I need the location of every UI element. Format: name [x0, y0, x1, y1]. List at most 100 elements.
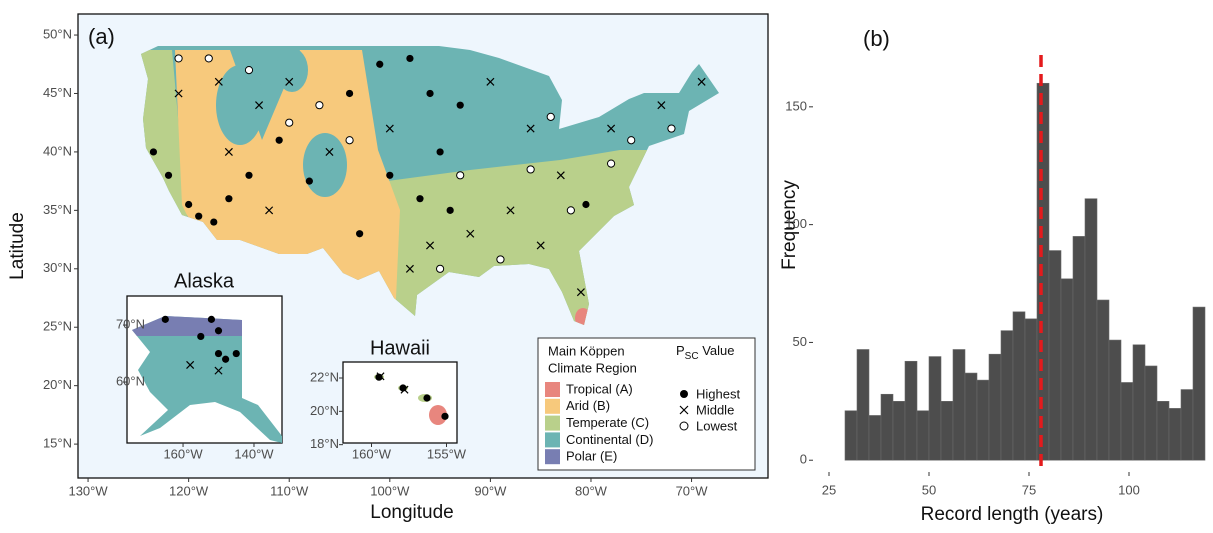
station-middle	[486, 77, 495, 86]
station-middle	[376, 372, 385, 381]
x-tick-label: 140°W	[234, 446, 274, 461]
legend-swatch	[545, 398, 560, 414]
station-highest	[214, 327, 223, 335]
station-highest	[436, 148, 444, 156]
y-tick-label: 0	[800, 452, 807, 467]
station-lowest	[627, 136, 636, 145]
legend-label: Middle	[696, 402, 734, 417]
bar	[928, 356, 942, 461]
station-middle	[325, 147, 334, 156]
station-lowest	[204, 54, 213, 63]
legend-swatch	[545, 449, 560, 465]
x-tick-label: 110°W	[270, 483, 309, 498]
bar	[1096, 299, 1110, 461]
station-middle	[576, 288, 585, 297]
bar	[868, 415, 882, 461]
station-highest	[345, 89, 354, 98]
station-highest	[416, 195, 424, 203]
station-middle	[255, 101, 264, 110]
x-tick-label: 50	[922, 482, 936, 497]
y-tick-label: 20°N	[310, 403, 339, 418]
station-highest	[185, 200, 193, 209]
bar	[1084, 198, 1098, 461]
legend-swatch	[545, 415, 560, 431]
bar	[1036, 82, 1050, 461]
panel-label: (a)	[88, 24, 115, 49]
x-axis-title: Record length (years)	[921, 504, 1104, 525]
x-tick-label: 120°W	[169, 483, 209, 498]
legend-label: Highest	[696, 386, 740, 401]
station-highest	[456, 101, 464, 109]
station-highest	[245, 171, 253, 179]
station-highest	[406, 54, 414, 63]
station-highest	[386, 171, 394, 179]
region-continental	[216, 65, 264, 145]
y-axis-title: Latitude	[7, 212, 28, 280]
bar	[988, 353, 1002, 461]
station-middle	[607, 124, 616, 133]
hawaii-frame	[342, 361, 458, 444]
station-lowest	[667, 124, 676, 133]
station-lowest	[345, 136, 354, 145]
station-middle	[265, 206, 274, 215]
station-highest	[222, 355, 230, 363]
station-middle	[214, 366, 223, 375]
station-highest	[305, 177, 313, 185]
legend-box	[537, 337, 756, 471]
station-highest	[446, 206, 454, 214]
station-lowest	[546, 112, 555, 121]
station-highest	[582, 200, 590, 209]
x-tick-label: 100	[1118, 482, 1140, 497]
station-highest	[225, 195, 233, 203]
legend-label: Polar (E)	[566, 449, 617, 464]
y-tick-label: 50	[793, 334, 807, 349]
station-highest	[195, 212, 203, 220]
x-tick-label: 25	[822, 482, 836, 497]
x-tick-label: 75	[1022, 482, 1036, 497]
y-tick-label: 50°N	[43, 26, 72, 41]
station-highest	[164, 171, 173, 179]
x-tick-label: 90°W	[474, 483, 507, 498]
station-lowest	[456, 171, 465, 180]
station-lowest	[315, 101, 324, 110]
y-tick-label: 60°N	[116, 373, 145, 388]
station-lowest	[496, 255, 505, 264]
bar	[1048, 250, 1062, 461]
station-highest	[441, 412, 449, 420]
station-highest	[214, 349, 223, 358]
bar	[1120, 382, 1134, 461]
station-lowest	[566, 206, 575, 215]
x-axis-title: Longitude	[370, 502, 453, 523]
inset-title: Alaska	[174, 270, 235, 292]
legend-title: Main Köppen	[548, 343, 625, 358]
bar	[1012, 311, 1026, 461]
inset-title: Hawaii	[370, 337, 430, 359]
y-tick-label: 30°N	[43, 260, 72, 275]
legend-marker	[679, 405, 689, 415]
station-highest	[232, 349, 240, 358]
station-highest	[210, 218, 218, 226]
bar	[1168, 408, 1182, 461]
station-middle	[385, 124, 394, 133]
station-highest	[376, 60, 384, 68]
bar	[1144, 365, 1158, 461]
x-tick-label: 100°W	[370, 483, 410, 498]
station-highest	[197, 332, 205, 341]
bar	[880, 393, 894, 461]
legend-title-sub: SC	[685, 351, 699, 362]
station-lowest	[285, 118, 294, 127]
station-middle	[224, 147, 233, 156]
bar	[1072, 236, 1086, 461]
insets: Alaska 160°W 140°W 60°N 70°N Hawaii 160°W 155°W…	[116, 270, 756, 471]
station-middle	[657, 101, 666, 110]
legend-title-main: P	[676, 343, 685, 358]
bar	[892, 401, 906, 461]
x-tick-label: 155°W	[427, 446, 467, 461]
bar	[940, 401, 954, 461]
station-lowest	[606, 159, 616, 168]
legend-label: Temperate (C)	[566, 415, 649, 430]
y-tick-label: 100	[785, 216, 807, 231]
legend-label: Tropical (A)	[566, 381, 633, 396]
region-continental	[276, 48, 308, 92]
